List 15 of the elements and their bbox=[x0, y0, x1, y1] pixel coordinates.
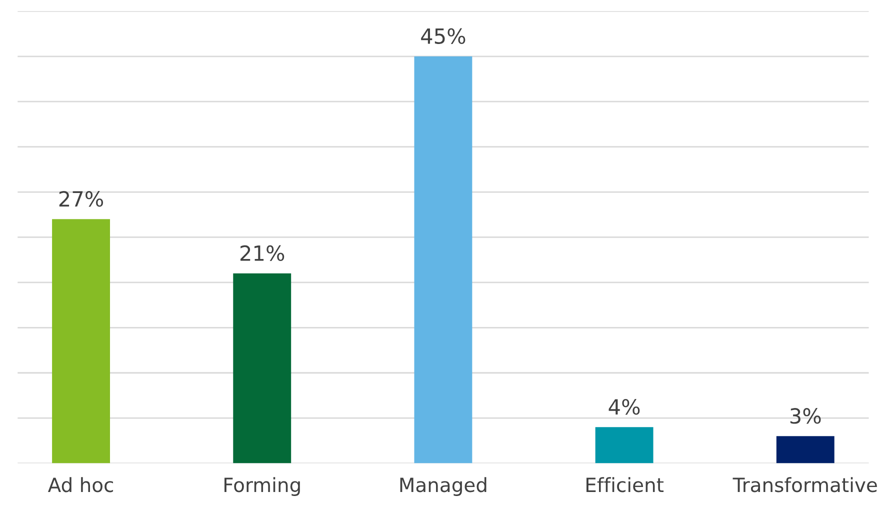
x-tick-label: Transformative bbox=[732, 477, 877, 492]
data-label: 27% bbox=[59, 191, 104, 207]
x-tick-label: Efficient bbox=[586, 477, 664, 492]
bar bbox=[414, 56, 472, 464]
x-tick-label: Forming bbox=[224, 477, 300, 496]
data-label: 21% bbox=[240, 245, 284, 262]
bar bbox=[52, 219, 110, 464]
x-tick-label: Ad hoc bbox=[48, 477, 114, 492]
bar bbox=[595, 427, 654, 464]
x-tick-label: Managed bbox=[400, 477, 486, 496]
data-label: 4% bbox=[608, 399, 640, 415]
data-label: 45% bbox=[421, 28, 466, 44]
bar bbox=[776, 436, 834, 464]
data-label: 3% bbox=[790, 408, 821, 424]
bar bbox=[233, 273, 292, 464]
